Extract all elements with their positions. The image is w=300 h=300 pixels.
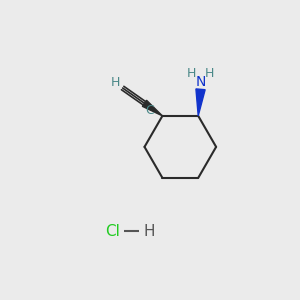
Text: C: C [146, 104, 154, 117]
Text: N: N [195, 75, 206, 89]
Polygon shape [142, 100, 162, 116]
Polygon shape [196, 89, 205, 116]
Text: H: H [111, 76, 120, 89]
Text: Cl: Cl [105, 224, 120, 239]
Text: H: H [143, 224, 155, 239]
Text: H: H [205, 67, 214, 80]
Text: H: H [187, 67, 196, 80]
